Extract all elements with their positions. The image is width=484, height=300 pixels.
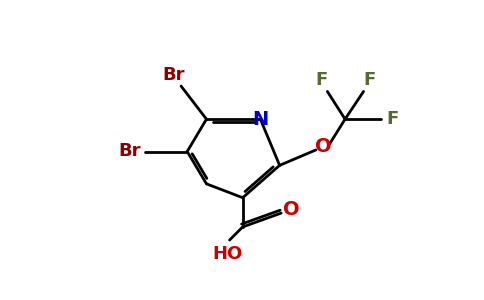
Text: F: F — [315, 71, 327, 89]
Text: O: O — [315, 136, 332, 156]
Text: Br: Br — [118, 142, 141, 160]
Text: F: F — [363, 71, 376, 89]
Text: N: N — [252, 110, 269, 129]
Text: HO: HO — [212, 245, 242, 263]
Text: O: O — [283, 200, 300, 219]
Text: F: F — [387, 110, 399, 128]
Text: Br: Br — [162, 65, 184, 83]
